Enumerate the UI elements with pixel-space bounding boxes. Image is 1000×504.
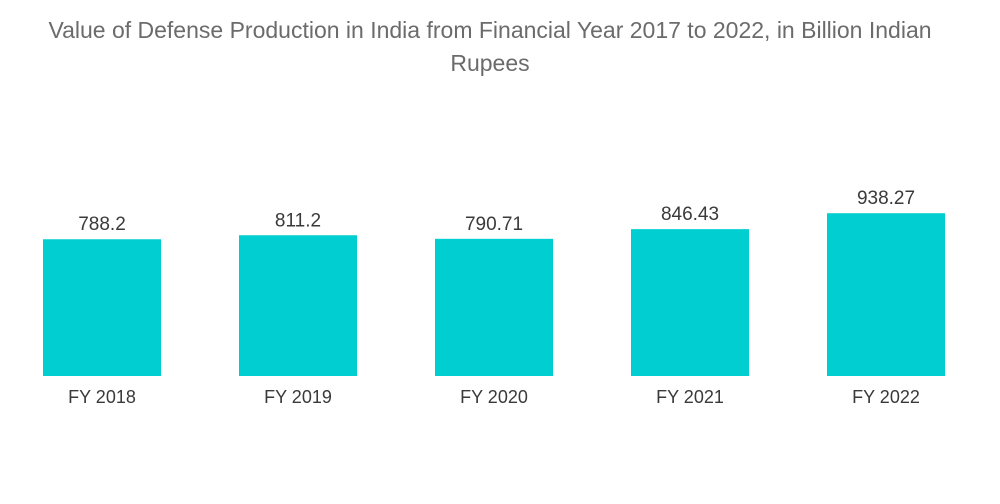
value-labels-layer: 788.2 811.2 790.71 846.43 938.27 <box>78 188 915 235</box>
bars-layer <box>43 213 945 376</box>
x-tick-label: FY 2021 <box>656 387 724 407</box>
x-axis-tick-labels: FY 2018 FY 2019 FY 2020 FY 2021 FY 2022 <box>68 387 920 407</box>
x-tick-label: FY 2018 <box>68 387 136 407</box>
data-label: 938.27 <box>857 188 915 209</box>
bar-fy-2019 <box>239 235 357 376</box>
x-tick-label: FY 2022 <box>852 387 920 407</box>
chart-title: Value of Defense Production in India fro… <box>48 17 932 76</box>
bar-fy-2021 <box>631 229 749 376</box>
x-tick-label: FY 2019 <box>264 387 332 407</box>
bar-fy-2022 <box>827 213 945 376</box>
data-label: 846.43 <box>661 204 719 225</box>
x-tick-label: FY 2020 <box>460 387 528 407</box>
bar-fy-2020 <box>435 238 553 376</box>
bar-fy-2018 <box>43 239 161 376</box>
data-label: 788.2 <box>78 214 126 235</box>
data-label: 811.2 <box>275 210 321 231</box>
data-label: 790.71 <box>465 214 523 235</box>
